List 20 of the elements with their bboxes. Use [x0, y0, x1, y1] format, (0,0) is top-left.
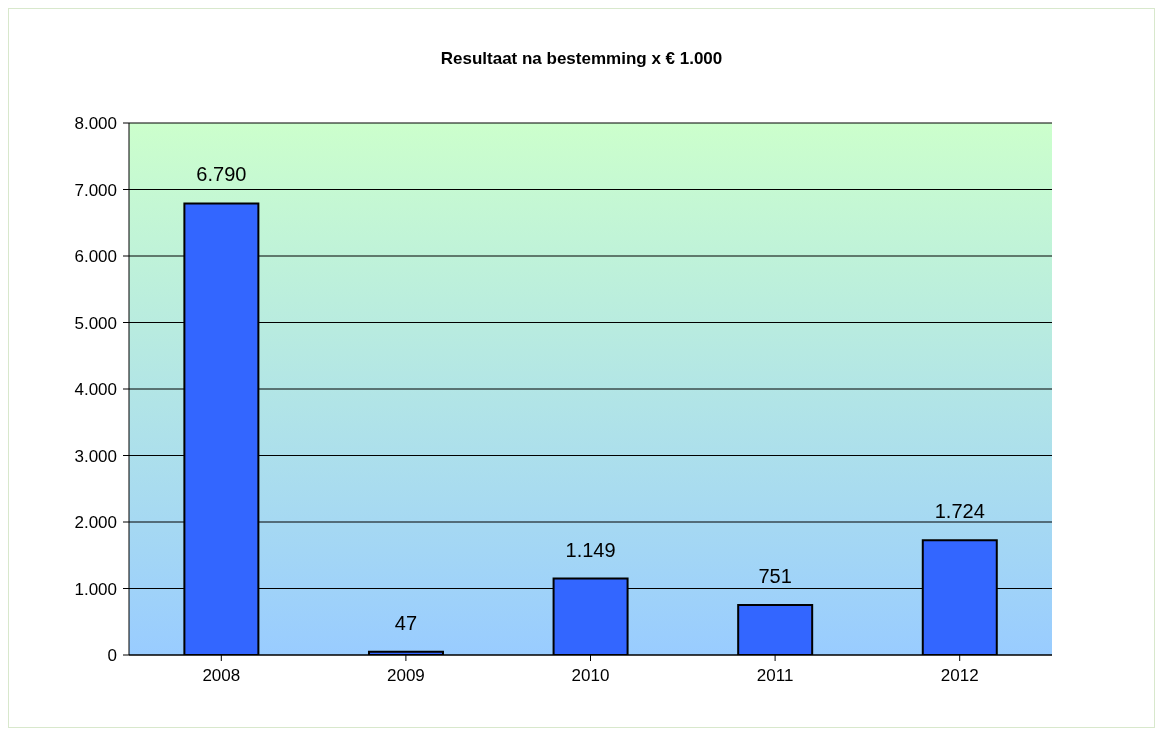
chart-title: Resultaat na bestemming x € 1.000: [439, 49, 724, 69]
y-tick-label: 5.000: [74, 313, 117, 333]
x-tick-label: 2008: [202, 666, 241, 686]
y-tick-label: 6.000: [74, 247, 117, 267]
y-tick-label: 7.000: [74, 180, 117, 200]
y-tick-label: 4.000: [74, 380, 117, 400]
y-tick-label: 8.000: [74, 114, 117, 134]
data-label: 751: [758, 565, 792, 588]
y-tick-label: 0: [107, 646, 117, 666]
data-label: 6.790: [196, 163, 247, 186]
x-tick-label: 2011: [756, 666, 794, 686]
data-label: 1.724: [934, 500, 985, 523]
x-tick-label: 2009: [386, 666, 425, 686]
x-tick-label: 2010: [571, 666, 610, 686]
data-label: 47: [394, 611, 418, 634]
x-tick-label: 2012: [940, 666, 979, 686]
data-label: 1.149: [565, 538, 616, 561]
y-tick-label: 1.000: [74, 579, 117, 599]
y-tick-label: 2.000: [74, 513, 117, 533]
y-tick-label: 3.000: [74, 446, 117, 466]
